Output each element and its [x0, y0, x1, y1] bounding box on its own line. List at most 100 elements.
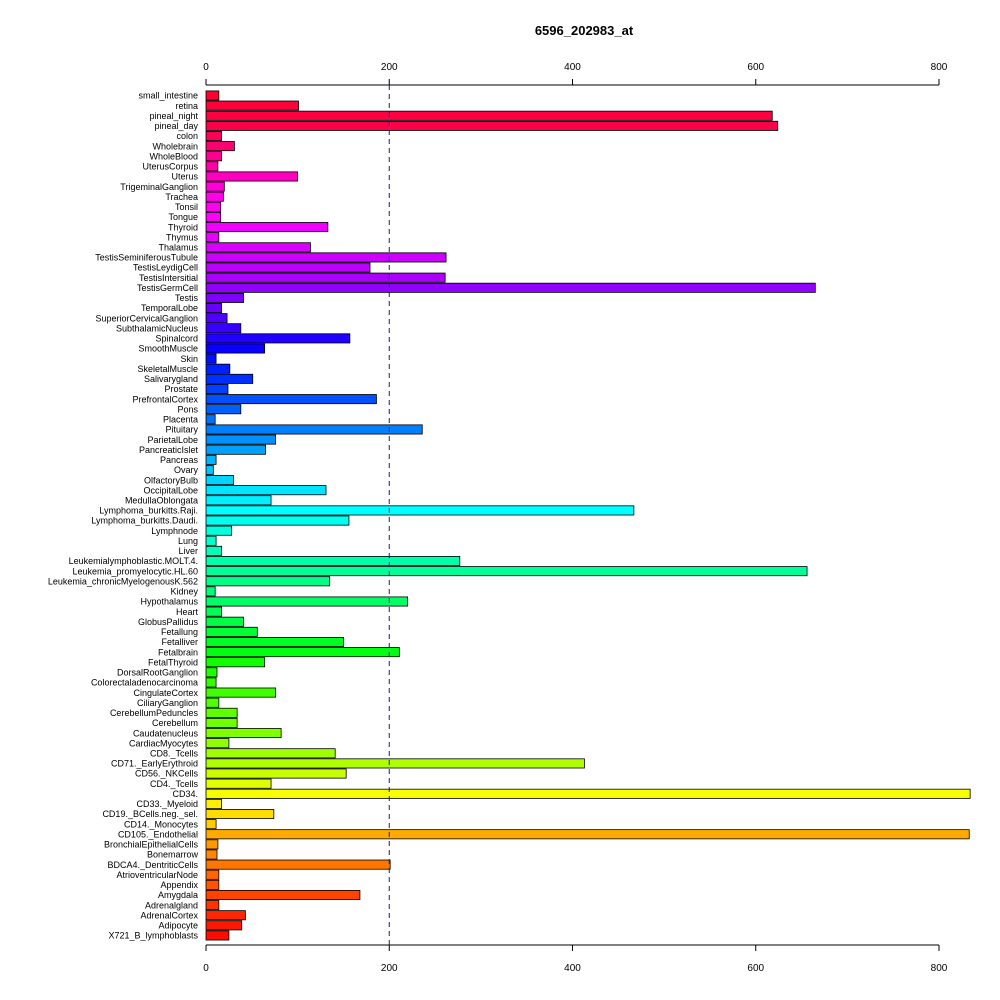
category-label: ParietalLobe: [147, 435, 198, 445]
bar-Lymphnode: [205, 525, 233, 536]
category-label: Thymus: [166, 232, 199, 242]
category-label: Bonemarrow: [147, 850, 199, 860]
category-label: BronchialEpithelialCells: [104, 840, 199, 850]
category-label: colon: [176, 131, 198, 141]
axes: 0 200 400 600 800 0 200 400 600 800: [203, 62, 948, 974]
bar-CiliaryGanglion: [205, 697, 220, 708]
bar-Kidney: [205, 586, 216, 597]
bar-TemporalLobe: [205, 303, 222, 314]
category-label: CD33._Myeloid: [136, 799, 198, 809]
bar-Heart: [205, 606, 222, 617]
bar-Adrenalgland: [205, 900, 220, 911]
category-label: BDCA4._DentriticCells: [107, 860, 198, 870]
bar-CD105._Endothelial: [205, 829, 970, 840]
bar-retina: [205, 100, 299, 111]
category-label: Amygdala: [158, 890, 198, 900]
bar-Caudatenucleus: [205, 728, 282, 739]
bars: [205, 90, 971, 941]
category-label: Ovary: [174, 465, 199, 475]
category-label: Caudatenucleus: [133, 728, 199, 738]
bar-DorsalRootGanglion: [205, 667, 218, 678]
chart-title: 6596_202983_at: [535, 23, 634, 38]
bar-OccipitalLobe: [205, 485, 327, 496]
bar-Salivarygland: [205, 373, 254, 384]
category-label: Thyroid: [168, 222, 198, 232]
category-label: Placenta: [163, 415, 198, 425]
bar-Spinalcord: [205, 333, 351, 344]
bar-Pons: [205, 404, 242, 415]
category-label: Leukemia_promyelocytic.HL.60: [72, 566, 198, 576]
category-label: AtrioventricularNode: [116, 870, 198, 880]
top-axis-tick-label: 200: [381, 62, 398, 73]
category-label: Uterus: [171, 172, 198, 182]
category-label: TestisIntersitial: [139, 273, 198, 283]
category-label: Pons: [177, 404, 198, 414]
category-label: DorsalRootGanglion: [117, 668, 198, 678]
category-label: TestisLeydigCell: [133, 263, 198, 273]
category-label: AdrenalCortex: [140, 910, 198, 920]
bar-PrefrontalCortex: [205, 394, 377, 405]
category-labels: small_intestineretinapineal_nightpineal_…: [48, 91, 199, 941]
bar-Thyroid: [205, 222, 329, 233]
bar-small_intestine: [205, 90, 220, 101]
bar-BronchialEpithelialCells: [205, 839, 219, 850]
category-label: OccipitalLobe: [143, 485, 198, 495]
bar-Cerebellum: [205, 717, 238, 728]
category-label: Lung: [178, 536, 198, 546]
bottom-axis-tick-label: 400: [564, 963, 581, 974]
bar-Tongue: [205, 211, 222, 222]
category-label: OlfactoryBulb: [144, 475, 198, 485]
bar-Lung: [205, 535, 217, 546]
category-label: Testis: [175, 293, 199, 303]
bar-Pituitary: [205, 424, 423, 435]
category-label: CardiacMyocytes: [129, 738, 199, 748]
bar-pineal_day: [205, 120, 779, 131]
category-label: Adrenalgland: [145, 900, 198, 910]
category-label: Heart: [176, 607, 199, 617]
category-label: CerebellumPeduncles: [110, 708, 199, 718]
category-label: Fetalliver: [161, 637, 198, 647]
bar-UterusCorpus: [205, 161, 219, 172]
category-label: CD14._Monocytes: [124, 819, 199, 829]
bar-Thalamus: [205, 242, 311, 253]
category-label: CingulateCortex: [133, 688, 198, 698]
category-label: Fetalbrain: [158, 647, 198, 657]
category-label: Hypothalamus: [140, 597, 198, 607]
category-label: SmoothMuscle: [138, 344, 198, 354]
top-axis-tick-label: 400: [564, 62, 581, 73]
bar-ParietalLobe: [205, 434, 277, 445]
category-label: Lymphoma_burkitts.Raji.: [99, 506, 198, 516]
category-label: GlobusPallidus: [138, 617, 199, 627]
bar-CD19._BCells.neg._sel.: [205, 809, 275, 820]
category-label: Liver: [178, 546, 198, 556]
bar-PancreaticIslet: [205, 444, 266, 455]
bar-Fetalliver: [205, 636, 344, 647]
category-label: TemporalLobe: [141, 303, 198, 313]
category-label: pineal_day: [154, 121, 198, 131]
bar-Hypothalamus: [205, 596, 408, 607]
category-label: WholeBlood: [149, 151, 198, 161]
bar-Liver: [205, 545, 222, 556]
category-label: SuperiorCervicalGanglion: [95, 313, 198, 323]
category-label: Spinalcord: [155, 334, 198, 344]
bottom-axis-tick-label: 0: [203, 963, 209, 974]
bar-CD56._NKCells: [205, 768, 347, 779]
bar-X721_B_lymphoblasts: [205, 930, 230, 941]
bar-Uterus: [205, 171, 299, 182]
category-label: CD19._BCells.neg._sel.: [102, 809, 198, 819]
top-axis-tick-label: 800: [931, 62, 948, 73]
bar-Adipocyte: [205, 920, 243, 931]
category-label: Lymphnode: [151, 526, 198, 536]
bar-Testis: [205, 292, 244, 303]
bar-Lymphoma_burkitts.Daudi.: [205, 515, 350, 526]
bar-CardiacMyocytes: [205, 738, 230, 749]
category-label: Wholebrain: [152, 141, 198, 151]
bar-Fetallung: [205, 626, 258, 637]
bar-CD8._Tcells: [205, 748, 336, 759]
bottom-axis-tick-label: 800: [931, 963, 948, 974]
category-label: Leukemialymphoblastic.MOLT.4.: [69, 556, 198, 566]
category-label: TrigeminalGanglion: [120, 182, 198, 192]
category-label: pineal_night: [149, 111, 198, 121]
bar-Pancreas: [205, 454, 217, 465]
bar-Amygdala: [205, 889, 361, 900]
